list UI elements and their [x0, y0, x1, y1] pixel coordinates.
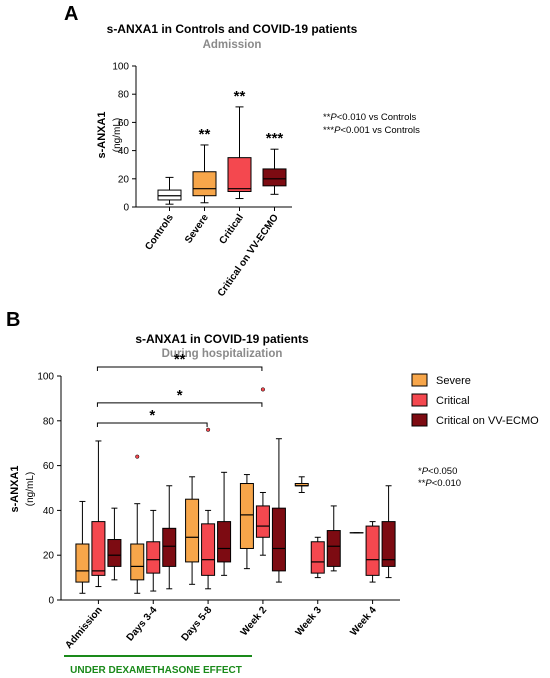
- panel-b-outlier: [206, 427, 211, 432]
- panel-a-x-tick-label: Controls: [143, 212, 176, 252]
- panel-b-notes: *P<0.050**P<0.010: [418, 466, 461, 489]
- panel-a-y-tick-label: 80: [118, 90, 130, 101]
- panel-b-box: [310, 541, 325, 574]
- panel-a-y-tick-label: 60: [118, 118, 130, 129]
- panel-a-note: **P<0.010 vs Controls: [323, 112, 416, 123]
- panel-a-title: s-ANXA1 in Controls and COVID-19 patient…: [107, 22, 358, 36]
- panel-b-box: [217, 521, 232, 563]
- panel-b-note: *P<0.050: [418, 466, 457, 477]
- panel-b-y-tick-label: 80: [43, 416, 55, 427]
- panel-b-box: [239, 483, 254, 549]
- panel-a-yunit: (ng/mL): [112, 118, 123, 152]
- panel-b-box: [107, 539, 122, 567]
- note-stars: ***: [323, 125, 334, 136]
- panel-b-note: **P<0.010: [418, 478, 461, 489]
- panel-b-letter: B: [6, 309, 20, 331]
- panel-b-outlier: [135, 454, 140, 459]
- panel-b-outlier: [260, 387, 265, 392]
- legend-label: Critical on VV-ECMO: [436, 415, 539, 427]
- note-stars: **: [323, 112, 331, 123]
- panel-a-subtitle: Admission: [203, 39, 262, 51]
- panel-a-x-tick-label: Critical: [217, 212, 246, 246]
- dexamethasone-label: UNDER DEXAMETHASONE EFFECT: [70, 665, 242, 676]
- panel-b-box: [185, 498, 200, 563]
- bracket-label: *: [149, 407, 155, 424]
- panel-b-x-tick-label: Days 5-8: [180, 605, 215, 644]
- panel-b-yunit: (ng/mL): [25, 472, 36, 506]
- legend-swatch: [411, 373, 428, 387]
- panel-a-box: [227, 157, 252, 192]
- panel-b-brackets: ****: [96, 351, 263, 428]
- note-p: P: [425, 478, 432, 489]
- significance-bracket: [96, 402, 263, 407]
- panel-b-box: [130, 543, 145, 581]
- note-text: <0.010 vs Controls: [337, 112, 417, 123]
- panel-b-box: [271, 507, 286, 572]
- bracket-label: *: [177, 387, 183, 404]
- note-stars: *: [418, 466, 422, 477]
- panel-b-x-tick-label: Admission: [63, 605, 104, 651]
- panel-a-box: [192, 171, 217, 197]
- note-p: P: [330, 112, 337, 123]
- legend-swatch: [411, 393, 428, 407]
- note-text: <0.050: [428, 466, 457, 477]
- panel-b-x-tick-label: Days 3-4: [125, 605, 160, 644]
- panel-b-axes: 0 20 40 60 80 100: [37, 372, 400, 607]
- panel-a-y-tick-label: 100: [112, 62, 129, 73]
- legend-swatch: [411, 413, 428, 427]
- panel-b-box: [162, 527, 177, 567]
- panel-b-box: [201, 523, 216, 576]
- panel-b-box: [326, 530, 341, 567]
- panel-b-legend: Severe Critical Critical on VV-ECMO: [411, 373, 539, 427]
- panel-b-x-tick-label: Week 4: [348, 605, 379, 639]
- panel-b-y-tick-label: 100: [37, 372, 54, 383]
- note-p: P: [334, 125, 341, 136]
- significance-bracket: [96, 366, 263, 372]
- panel-b-box: [365, 525, 380, 576]
- bracket-label: **: [174, 351, 186, 368]
- panel-b-subtitle: During hospitalization: [162, 348, 283, 360]
- panel-b-y-tick-label: 0: [48, 596, 54, 607]
- panel-a-notes: **P<0.010 vs Controls***P<0.001 vs Contr…: [323, 112, 420, 136]
- panel-a-box: [157, 189, 182, 201]
- panel-a-y-tick-label: 40: [118, 146, 130, 157]
- note-p: P: [422, 466, 429, 477]
- legend-label: Severe: [436, 375, 471, 387]
- panel-b-title: s-ANXA1 in COVID-19 patients: [135, 332, 309, 346]
- panel-a-significance: ***: [266, 130, 284, 147]
- panel-a-y-tick-label: 0: [123, 203, 129, 214]
- panel-b-x-tick-label: Week 3: [294, 605, 325, 639]
- panel-b-box: [91, 521, 106, 576]
- note-stars: **: [418, 478, 426, 489]
- panel-b-box: [146, 541, 161, 574]
- panel-b-y-tick-label: 20: [43, 551, 55, 562]
- panel-a-note: ***P<0.001 vs Controls: [323, 125, 420, 136]
- panel-b-box: [381, 521, 396, 567]
- panel-b-y-tick-label: 40: [43, 506, 55, 517]
- panel-a-significance: **: [199, 126, 211, 143]
- legend-label: Critical: [436, 395, 470, 407]
- panel-a-significance: **: [234, 88, 246, 105]
- panel-a-letter: A: [64, 3, 78, 25]
- panel-b-x-tick-label: Week 2: [239, 605, 270, 639]
- significance-bracket: [96, 422, 208, 428]
- panel-a-boxes: Controls ** Severe ** Critical *** Critical on…: [143, 88, 287, 299]
- panel-a-box: [262, 168, 287, 187]
- panel-a-x-tick-label: Severe: [183, 212, 211, 246]
- panel-a-ylabel: s-ANXA1: [96, 111, 108, 158]
- panel-b-box: [75, 543, 90, 583]
- panel-b-y-tick-label: 60: [43, 461, 55, 472]
- panel-a-x-tick-label: Critical on VV-ECMO: [216, 212, 281, 299]
- panel-b-boxes: Admission Days 3-4 Days 5-8 Week 2 Week 3 Wee…: [63, 387, 396, 651]
- note-text: <0.010: [432, 478, 461, 489]
- panel-a-y-tick-label: 20: [118, 174, 130, 185]
- panel-b-ylabel: s-ANXA1: [9, 465, 21, 512]
- note-text: <0.001 vs Controls: [340, 125, 420, 136]
- panel-b-box: [255, 505, 270, 538]
- panel-a-axes: 0 20 40 60 80 100: [112, 62, 292, 214]
